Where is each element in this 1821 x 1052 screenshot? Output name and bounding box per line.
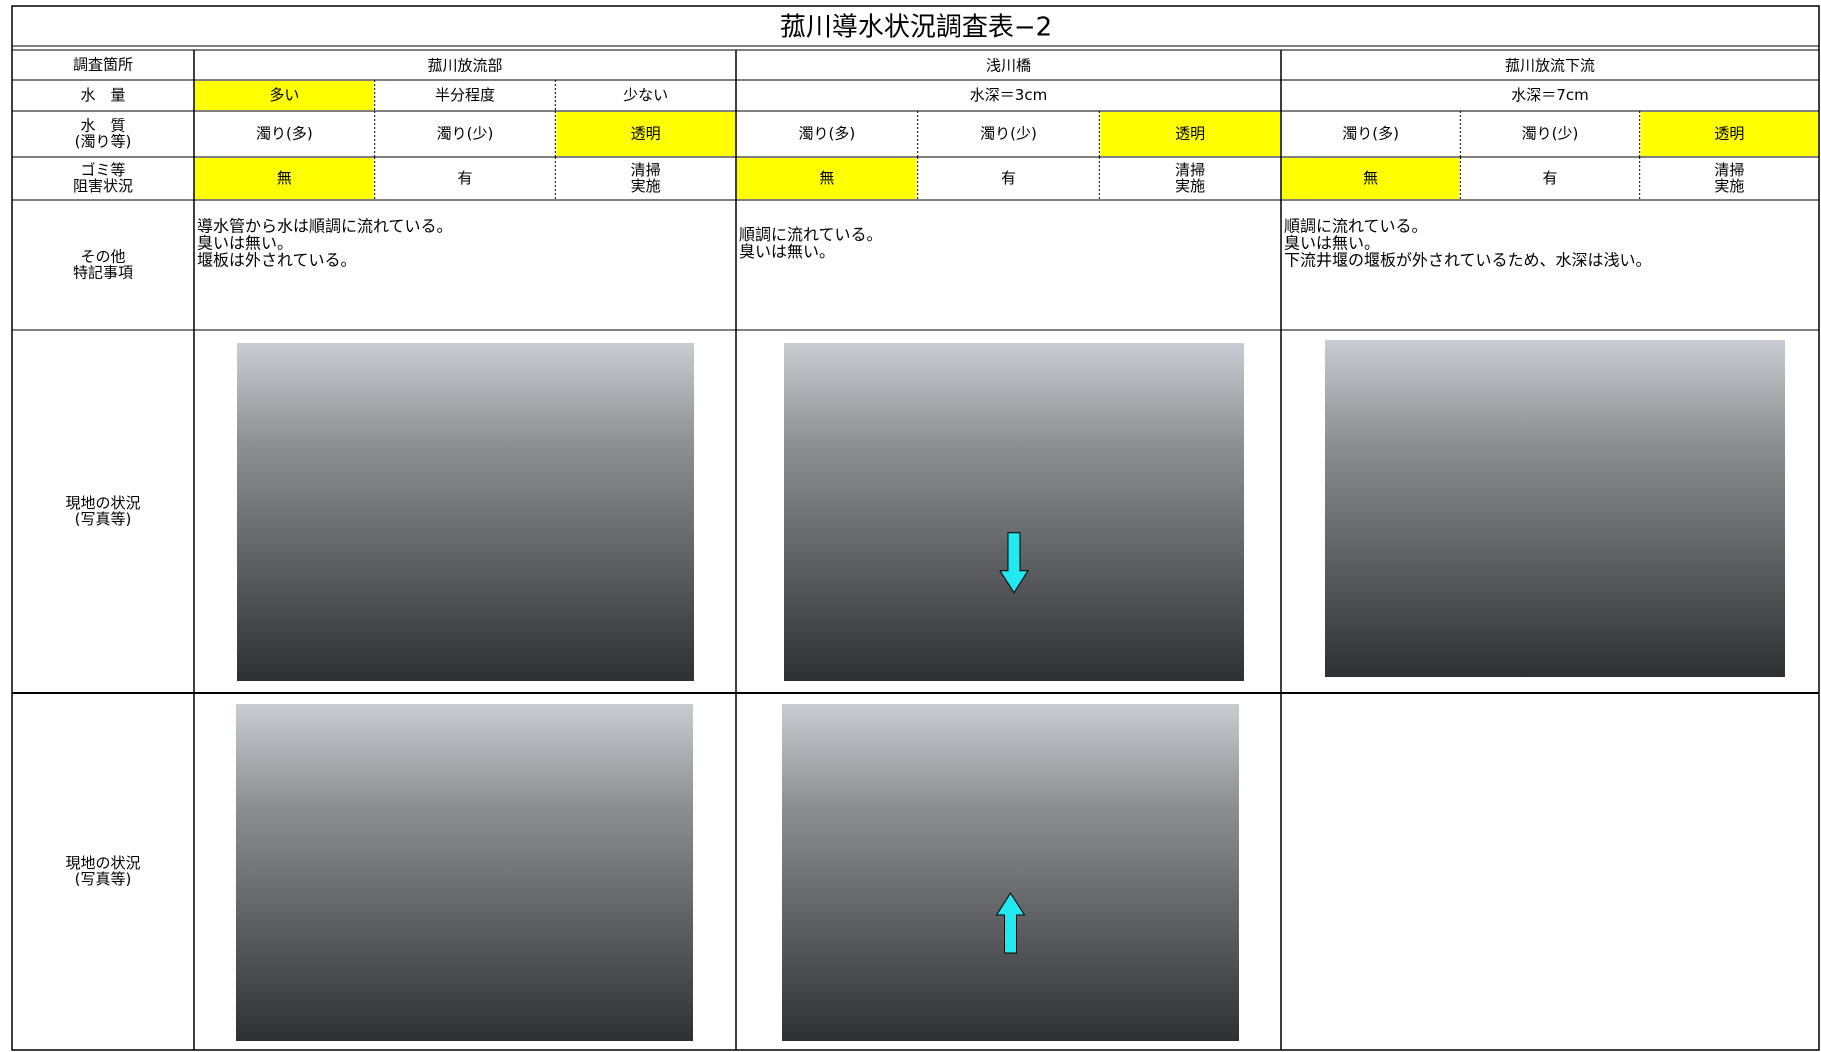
highlight-cell (195, 158, 374, 199)
option-text: 多い (269, 86, 299, 104)
option-text: 濁り(多) (1342, 125, 1399, 143)
option-text: 清掃 (631, 161, 661, 179)
row-label: 特記事項 (73, 264, 133, 282)
photo (237, 343, 694, 681)
highlight-cell (1282, 158, 1460, 199)
option-text: 清掃 (1175, 161, 1205, 179)
border (11, 5, 1820, 1051)
flow-arrow (999, 532, 1029, 594)
row-label: 水 量 (80, 86, 125, 104)
option-text: 無 (277, 169, 292, 187)
photo (1325, 340, 1785, 677)
note-line: 導水管から水は順調に流れている。 (197, 217, 453, 236)
option-text: 濁り(多) (798, 125, 855, 143)
photo (782, 704, 1239, 1041)
option-text: 無 (1363, 169, 1378, 187)
option-text: 有 (457, 169, 472, 187)
title: 菰川導水状況調査表−2 (780, 13, 1052, 43)
row-label: ゴミ等 (80, 161, 125, 179)
option-text: 無 (819, 169, 834, 187)
row-label: (写真等) (75, 510, 132, 528)
row-label: 調査箇所 (73, 56, 133, 74)
option-text: 実施 (1175, 177, 1205, 195)
option-text: 透明 (1175, 125, 1205, 143)
option-text: 濁り(少) (437, 125, 494, 143)
photo (784, 343, 1244, 681)
photo (236, 704, 693, 1041)
option-text: 水深＝3cm (970, 86, 1047, 104)
option-text: 半分程度 (435, 86, 495, 104)
highlight-cell (1640, 112, 1818, 156)
note-line: 順調に流れている。 (1284, 217, 1428, 236)
highlight-cell (195, 81, 374, 110)
site-name: 浅川橋 (986, 57, 1031, 75)
note-line: 下流井堰の堰板が外されているため、水深は浅い。 (1284, 251, 1652, 270)
option-text: 透明 (631, 125, 661, 143)
row-label: 水 質 (80, 117, 125, 135)
option-text: 透明 (1714, 125, 1744, 143)
option-text: 濁り(多) (256, 125, 313, 143)
row-label: その他 (80, 248, 125, 266)
option-text: 有 (1001, 169, 1016, 187)
note-line: 堰板は外されている。 (197, 251, 357, 270)
option-text: 濁り(少) (980, 125, 1037, 143)
highlight-cell (737, 158, 917, 199)
note-line: 臭いは無い。 (197, 234, 293, 253)
row-label: 現地の状況 (65, 494, 140, 512)
option-text: 実施 (1714, 177, 1744, 195)
highlight-cell (556, 112, 735, 156)
row-label: (濁り等) (75, 133, 132, 151)
row-label: 現地の状況 (65, 854, 140, 872)
option-text: 有 (1542, 169, 1557, 187)
option-text: 水深＝7cm (1511, 86, 1588, 104)
note-line: 臭いは無い。 (739, 242, 835, 261)
option-text: 清掃 (1714, 161, 1744, 179)
row-label: 阻害状況 (73, 177, 133, 195)
note-line: 臭いは無い。 (1284, 234, 1380, 253)
option-text: 少ない (623, 86, 668, 104)
highlight-cell (1100, 112, 1280, 156)
note-line: 順調に流れている。 (739, 225, 883, 244)
flow-arrow (995, 892, 1026, 954)
site-name: 菰川放流部 (427, 57, 502, 75)
row-label: (写真等) (75, 870, 132, 888)
site-name: 菰川放流下流 (1505, 57, 1595, 75)
option-text: 実施 (631, 177, 661, 195)
option-text: 濁り(少) (1522, 125, 1579, 143)
